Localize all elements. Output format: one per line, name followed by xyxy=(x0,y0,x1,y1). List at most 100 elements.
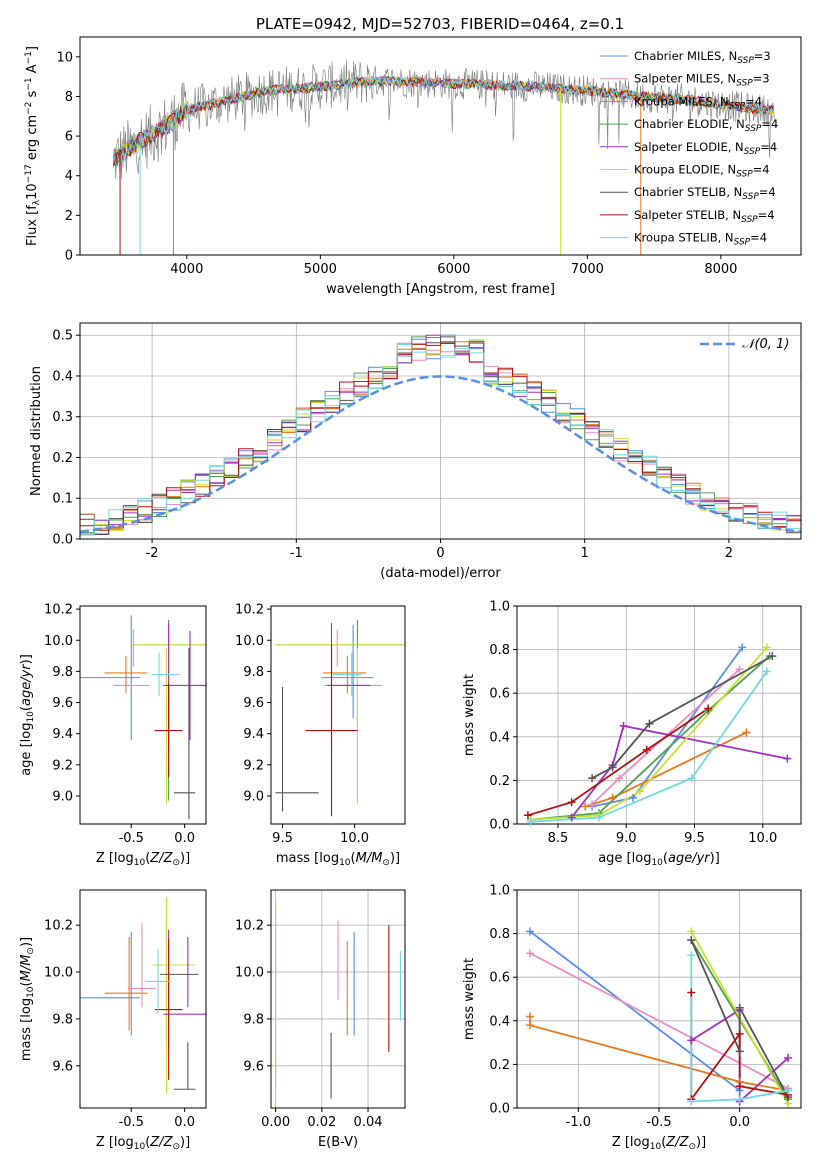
y-tick-label: 0.2 xyxy=(489,1058,510,1073)
label-part: age [log xyxy=(19,723,34,776)
label-part: ( xyxy=(663,851,668,866)
y-tick-label: 0.0 xyxy=(52,533,73,548)
label-part: ( xyxy=(19,706,34,711)
series-point-salpeter_stelib xyxy=(523,811,532,820)
label-part: −17 xyxy=(24,164,34,183)
label-part: SSP xyxy=(737,56,754,66)
label-part: age/yr xyxy=(668,851,711,866)
y-tick-label: 0.0 xyxy=(489,1102,510,1117)
label-part: =4 xyxy=(761,117,778,131)
label-part: SSP xyxy=(736,170,753,180)
legend-label-chabrier_miles: Chabrier MILES, NSSP=3 xyxy=(634,49,771,66)
x-tick-label: -1.0 xyxy=(566,1115,591,1130)
series-point-salpeter_elodie xyxy=(567,813,576,822)
x-tick-label: 8.5 xyxy=(548,831,569,846)
series-point-chabrier_stelib xyxy=(768,652,777,661)
series-line-salpeter_miles xyxy=(529,952,789,1090)
series-line-chabrier_miles xyxy=(529,930,741,1093)
label-part: Kroupa STELIB, N xyxy=(634,231,734,245)
label-part: Salpeter STELIB, N xyxy=(634,208,741,222)
label-part: Z/Z xyxy=(665,1135,689,1150)
series-point-salpeter_elodie xyxy=(784,1053,793,1062)
label-part: M/M xyxy=(19,955,34,982)
series-point-kroupa_miles xyxy=(581,802,590,811)
x-tick-label: 9.5 xyxy=(272,831,293,846)
y-tick-label: 9.8 xyxy=(243,1012,264,1027)
series-point-chabrier_miles xyxy=(525,927,534,936)
label-part: SSP xyxy=(742,192,759,202)
y-axis-label: mass [log10(M/M⊙)] xyxy=(19,937,36,1061)
label-part: 10 xyxy=(134,1142,146,1152)
label-part: SSP xyxy=(741,215,758,225)
label-part: mass weight xyxy=(462,958,477,1040)
y-tick-label: 0.1 xyxy=(52,492,73,507)
series-point-chabrier_stelib xyxy=(608,763,617,772)
y-tick-label: 0.4 xyxy=(489,730,510,745)
series-point-kroupa_stelib xyxy=(687,951,696,960)
y-tick-label: 0 xyxy=(65,249,73,264)
label-part: s xyxy=(25,90,40,101)
label-part: SSP xyxy=(745,124,762,134)
y-axis-label: mass weight xyxy=(462,958,477,1040)
label-part: age/yr xyxy=(19,663,34,706)
y-tick-label: 10.0 xyxy=(235,634,264,649)
series-point-salpeter_miles xyxy=(588,800,597,809)
spectrum-legend: Chabrier MILES, NSSP=3 Salpeter MILES, NS… xyxy=(600,49,778,248)
y-axis-label: Normed distribution xyxy=(29,366,44,496)
y-tick-label: 8 xyxy=(65,90,73,105)
series-line-chabrier_stelib xyxy=(690,939,789,1098)
x-tick-label: 1 xyxy=(581,546,589,561)
plot-mass_weight_vs_age: 8.5 9.0 9.5 10.0 0.0 0.2 0.4 0.6 0.8 1.0 age [log1… xyxy=(462,600,802,868)
label-part: Chabrier ELODIE, N xyxy=(634,117,745,131)
label-part: )] xyxy=(390,851,400,866)
legend-label-kroupa_stelib: Kroupa STELIB, NSSP=4 xyxy=(634,231,767,248)
y-tick-label: 0.4 xyxy=(489,1014,510,1029)
label-part: 10 xyxy=(650,1142,662,1152)
label-part: =4 xyxy=(753,163,770,177)
plot-residual_histogram: -2 -1 0 1 2 0.0 0.1 0.2 0.3 0.4 0.5 𝒩(0, 1) (data-mo… xyxy=(29,322,802,581)
series-line-salpeter_stelib xyxy=(527,707,709,817)
series-point-salpeter_miles xyxy=(525,949,534,958)
y-tick-label: 10 xyxy=(56,50,73,65)
legend-label-chabrier_stelib: Chabrier STELIB, NSSP=4 xyxy=(634,185,776,202)
series-point-kroupa_stelib xyxy=(762,667,771,676)
series-point-salpeter_stelib xyxy=(687,988,696,997)
label-part: Z/Z xyxy=(149,1135,173,1150)
series-line-kroupa_miles xyxy=(529,1016,789,1092)
label-part: SSP xyxy=(734,238,751,248)
label-part: Flux [f xyxy=(25,205,40,246)
label-part: Salpeter ELODIE, N xyxy=(634,140,744,154)
legend-label-salpeter_miles: Salpeter MILES, NSSP=3 xyxy=(634,72,770,89)
y-tick-label: 1.0 xyxy=(489,884,510,899)
y-tick-label: 0.4 xyxy=(52,369,73,384)
series-point-salpeter_stelib xyxy=(735,1029,744,1038)
label-part: )] xyxy=(180,851,190,866)
x-tick-label: 0.04 xyxy=(354,1115,383,1130)
series-point-kroupa_elodie xyxy=(635,787,644,796)
plot-mass_vs_EBV: 0.00 0.02 0.04 9.6 9.8 10.0 10.2 E(B-V) xyxy=(235,889,406,1150)
x-axis-label: Z [log10(Z/Z⊙)] xyxy=(96,851,190,868)
label-part: ( xyxy=(145,851,150,866)
x-tick-label: -0.5 xyxy=(119,831,144,846)
y-tick-label: 0.8 xyxy=(489,927,510,942)
series-point-kroupa_stelib xyxy=(784,1086,793,1095)
plot-mass_weight_vs_Z: -1.0 -0.5 0.0 0.0 0.2 0.4 0.6 0.8 1.0 Z [log10(Z/… xyxy=(462,884,802,1152)
series-point-kroupa_stelib xyxy=(687,1097,696,1106)
y-tick-label: 10.0 xyxy=(235,966,264,981)
series-point-kroupa_elodie xyxy=(687,927,696,936)
histogram-step-kroupa_stelib xyxy=(80,344,801,536)
y-tick-label: 9.0 xyxy=(243,789,264,804)
label-part: ( xyxy=(661,1135,666,1150)
legend-label-salpeter_stelib: Salpeter STELIB, NSSP=4 xyxy=(634,208,775,225)
plot-area xyxy=(112,60,775,255)
x-tick-label: 9.0 xyxy=(616,831,637,846)
series-point-chabrier_miles xyxy=(629,793,638,802)
y-tick-label: 9.8 xyxy=(52,1012,73,1027)
plot-age_vs_Z: -0.5 0.09.09.29.49.69.810.010.2Z [log10(Z… xyxy=(19,603,207,868)
label-part: Z [log xyxy=(96,851,134,866)
y-tick-label: 2 xyxy=(65,209,73,224)
plot-area xyxy=(527,646,788,823)
label-part: mass weight xyxy=(462,674,477,756)
x-tick-label: 7000 xyxy=(571,262,604,277)
normal-reference-curve xyxy=(80,375,801,534)
